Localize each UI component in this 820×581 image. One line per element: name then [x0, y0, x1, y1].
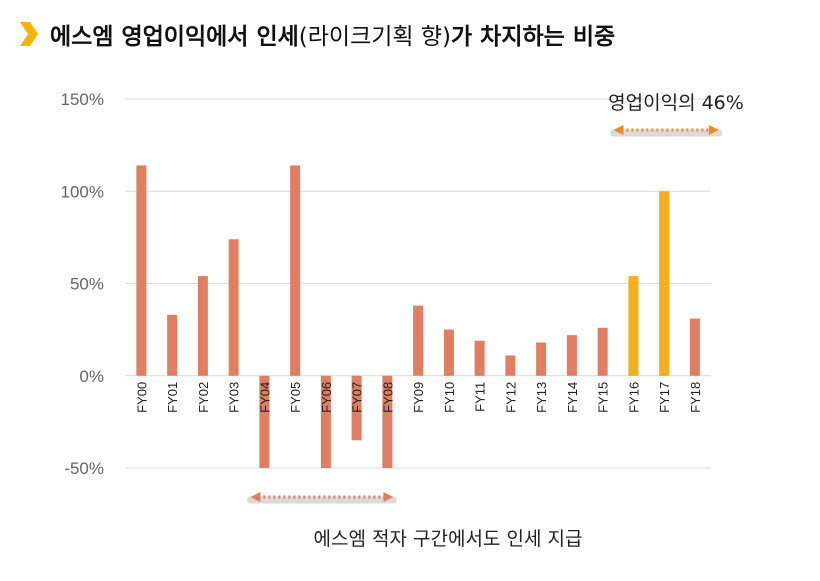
bar — [197, 276, 208, 376]
x-tick-label: FY10 — [442, 382, 457, 413]
bar — [443, 329, 454, 376]
x-tick-label: FY03 — [227, 382, 242, 413]
x-tick-label: FY18 — [688, 382, 703, 413]
y-tick-label: 0% — [79, 367, 104, 386]
bar — [228, 239, 239, 376]
x-tick-label: FY05 — [288, 382, 303, 413]
title-text: 에스엠 영업이익에서 인세(라이크기획 향)가 차지하는 비중 — [50, 17, 615, 51]
x-tick-label: FY14 — [565, 382, 580, 413]
title-bold-tail: 가 차지하는 비중 — [451, 24, 616, 50]
annotation-arrow-head-left — [613, 125, 624, 135]
chevron-right-icon — [20, 22, 38, 46]
bar — [505, 355, 516, 376]
bar — [290, 165, 301, 376]
bar — [474, 340, 485, 376]
y-tick-label: 150% — [61, 90, 104, 109]
title-paren-part: (라이크기획 향) — [298, 24, 451, 50]
x-tick-label: FY12 — [503, 382, 518, 413]
x-tick-label: FY02 — [196, 382, 211, 413]
y-tick-label: -50% — [64, 459, 104, 478]
x-tick-label: FY01 — [165, 382, 180, 413]
bar — [536, 342, 547, 376]
bar — [413, 305, 424, 376]
bar — [351, 375, 362, 441]
x-tick-label: FY07 — [350, 382, 365, 413]
bar — [382, 375, 393, 468]
annotation-arrow-head-right — [383, 492, 394, 502]
annotation-arrow-head-right — [708, 125, 719, 135]
bar — [320, 375, 331, 468]
bar — [167, 314, 178, 376]
x-tick-label: FY04 — [257, 382, 272, 413]
bar — [259, 375, 270, 468]
x-tick-label: FY00 — [134, 382, 149, 413]
bar — [689, 318, 700, 376]
chart-title: 에스엠 영업이익에서 인세(라이크기획 향)가 차지하는 비중 — [18, 14, 615, 54]
title-bold-part: 에스엠 영업이익에서 인세 — [50, 24, 299, 50]
bar — [597, 327, 608, 376]
x-tick-label: FY09 — [411, 382, 426, 413]
x-tick-label: FY13 — [534, 382, 549, 413]
x-tick-label: FY16 — [626, 382, 641, 413]
y-tick-label: 100% — [61, 182, 104, 201]
x-tick-label: FY08 — [380, 382, 395, 413]
y-tick-label: 50% — [70, 275, 104, 294]
annotation-label-bottom: 에스엠 적자 구간에서도 인세 지급 — [314, 528, 583, 550]
bar — [136, 165, 147, 376]
x-tick-label: FY06 — [319, 382, 334, 413]
bar — [566, 335, 577, 376]
x-tick-label: FY15 — [596, 382, 611, 413]
x-tick-label: FY17 — [657, 382, 672, 413]
bar — [659, 191, 670, 376]
annotation-label-top: 영업이익의 46% — [608, 92, 744, 114]
annotation-arrow-head-left — [250, 492, 261, 502]
x-tick-label: FY11 — [473, 382, 488, 412]
bar — [628, 276, 639, 376]
